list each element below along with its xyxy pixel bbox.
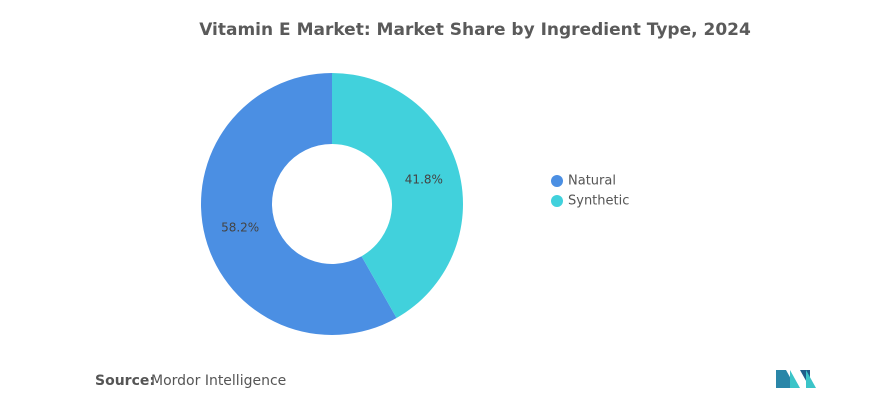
source-label: Source: <box>95 373 155 389</box>
legend-label: Synthetic <box>568 194 629 209</box>
legend-marker <box>551 195 563 207</box>
legend-marker <box>551 175 563 187</box>
donut-slice <box>332 73 463 318</box>
data-label: 41.8% <box>405 172 443 186</box>
data-label: 58.2% <box>221 221 259 235</box>
logo <box>776 370 816 388</box>
legend-label: Natural <box>568 174 616 189</box>
donut-slice <box>201 73 397 335</box>
source-text: Mordor Intelligence <box>151 373 286 389</box>
chart-title: Vitamin E Market: Market Share by Ingred… <box>199 20 751 40</box>
